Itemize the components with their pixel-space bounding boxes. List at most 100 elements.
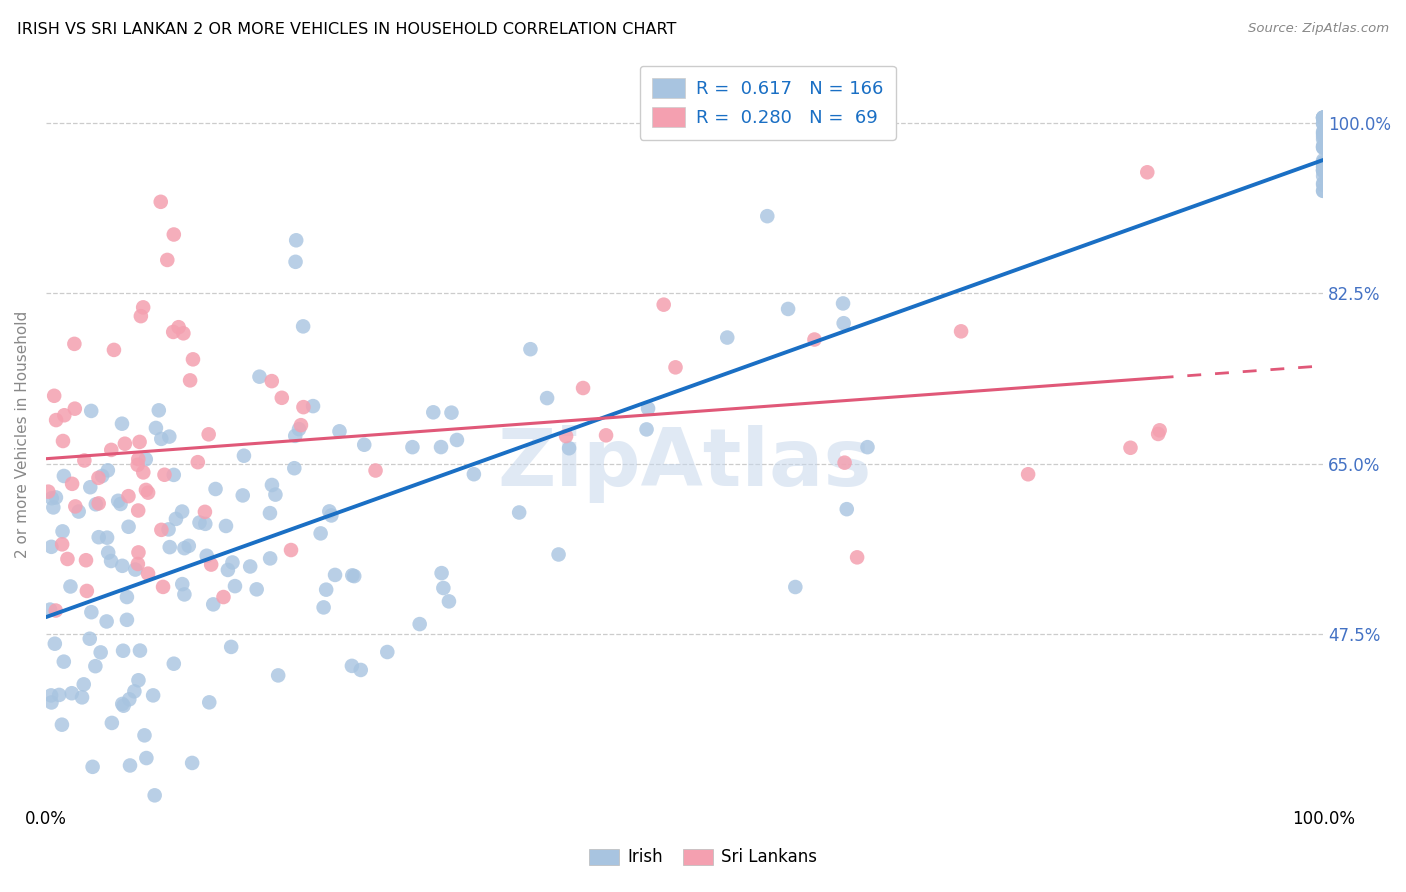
Point (283, 461, 305, 475)
Point (124, 684, 146, 698)
Point (80, 404, 103, 418)
Point (118, 692, 141, 706)
Point (430, 566, 453, 580)
Point (51, 717, 73, 731)
Point (292, 319, 315, 334)
Point (111, 417, 134, 431)
Point (173, 587, 195, 601)
Point (239, 559, 262, 574)
Point (152, 580, 174, 594)
Point (232, 449, 254, 463)
Point (172, 577, 194, 591)
Point (1312, 140, 1334, 154)
Point (1312, 169, 1334, 183)
Point (1312, 163, 1334, 178)
Point (1312, 163, 1334, 178)
Point (716, 330, 738, 344)
Point (328, 425, 350, 439)
Point (45, 413, 67, 427)
Point (312, 600, 335, 615)
Point (1312, 155, 1334, 169)
Point (302, 399, 325, 413)
Point (112, 644, 135, 658)
Point (60, 476, 83, 491)
Point (536, 391, 558, 405)
Point (163, 467, 186, 482)
Point (519, 342, 541, 356)
Point (45, 603, 67, 617)
Point (87, 471, 110, 485)
Point (1312, 139, 1334, 153)
Point (56, 552, 79, 566)
Point (785, 580, 807, 594)
Point (215, 519, 238, 533)
Point (204, 482, 226, 496)
Point (309, 526, 332, 541)
Point (198, 695, 221, 709)
Point (41, 491, 63, 506)
Point (135, 483, 157, 497)
Point (157, 522, 180, 536)
Point (103, 343, 125, 357)
Point (97, 463, 120, 477)
Point (440, 406, 463, 420)
Point (79, 632, 101, 646)
Point (143, 789, 166, 803)
Point (115, 613, 138, 627)
Point (288, 422, 311, 436)
Point (290, 418, 312, 433)
Point (41, 540, 63, 554)
Point (572, 381, 595, 395)
Point (437, 594, 460, 608)
Point (846, 550, 869, 565)
Point (264, 487, 287, 501)
Point (1119, 441, 1142, 455)
Point (1312, 139, 1334, 153)
Point (41, 696, 63, 710)
Point (219, 640, 242, 654)
Point (200, 558, 222, 572)
Point (127, 452, 149, 467)
Point (39, 602, 62, 616)
Point (165, 512, 187, 526)
Point (1312, 111, 1334, 125)
Point (1312, 160, 1334, 174)
Point (44, 637, 66, 651)
Point (118, 758, 141, 772)
Point (555, 429, 578, 443)
Point (1312, 141, 1334, 155)
Point (197, 427, 219, 442)
Point (249, 369, 271, 384)
Point (280, 543, 302, 558)
Point (115, 590, 138, 604)
Point (129, 309, 152, 323)
Point (224, 579, 246, 593)
Point (127, 673, 149, 688)
Point (87, 496, 110, 510)
Point (260, 374, 283, 388)
Y-axis label: 2 or more Vehicles in Household: 2 or more Vehicles in Household (15, 311, 30, 558)
Point (1312, 162, 1334, 177)
Point (1312, 111, 1334, 125)
Point (45, 491, 67, 505)
Point (285, 233, 308, 247)
Point (217, 563, 239, 577)
Point (315, 582, 337, 597)
Point (172, 504, 194, 518)
Point (132, 466, 155, 480)
Point (63, 401, 86, 416)
Point (778, 301, 800, 316)
Point (52, 469, 75, 483)
Point (950, 324, 973, 338)
Point (1312, 127, 1334, 141)
Point (547, 548, 569, 562)
Point (117, 520, 139, 534)
Point (595, 428, 617, 442)
Point (135, 751, 157, 765)
Point (221, 556, 243, 570)
Legend: Irish, Sri Lankans: Irish, Sri Lankans (582, 842, 824, 873)
Point (1312, 153, 1334, 168)
Point (194, 516, 217, 531)
Point (53, 409, 76, 423)
Point (1312, 157, 1334, 171)
